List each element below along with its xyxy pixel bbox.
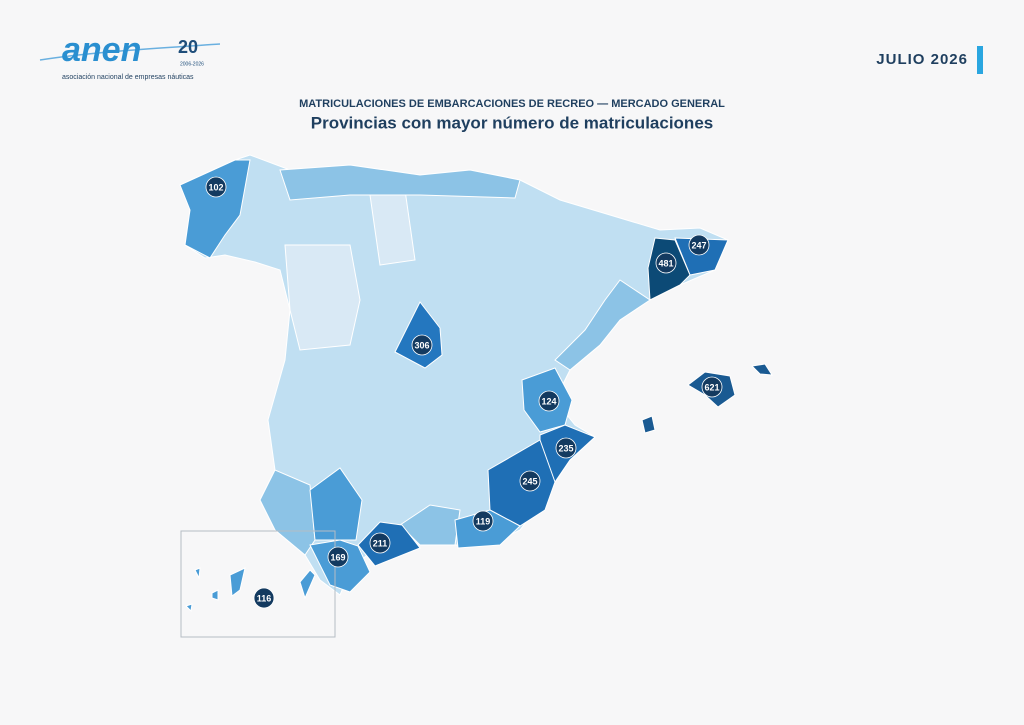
- date: JULIO 2026: [876, 51, 968, 68]
- marker-label: 481: [658, 258, 673, 268]
- marker: [472, 510, 494, 532]
- marker: [253, 587, 275, 609]
- marker: [411, 334, 433, 356]
- marker-label: 119: [476, 516, 491, 526]
- marker: [519, 470, 541, 492]
- region-ibiza: [641, 415, 656, 434]
- date-accent: [977, 46, 983, 74]
- region-canarias: [185, 603, 193, 613]
- marker: [701, 376, 723, 398]
- marker-label: 124: [541, 396, 556, 406]
- marker-label: 116: [257, 593, 272, 603]
- marker-label: 169: [330, 552, 345, 562]
- canarias-inset: [180, 530, 336, 638]
- logo-text: anen: [62, 31, 141, 69]
- region-galicia: [179, 159, 251, 259]
- map: [179, 154, 773, 638]
- region-canarias: [194, 567, 201, 580]
- region-coast: [279, 164, 521, 201]
- marker: [205, 176, 227, 198]
- marker: [538, 390, 560, 412]
- logo-swoosh: [39, 43, 221, 61]
- logo-anniversary: 20: [178, 37, 198, 57]
- marker: [555, 437, 577, 459]
- region-canarias: [229, 567, 246, 597]
- region-coast: [554, 279, 651, 371]
- region-canarias: [211, 589, 219, 601]
- marker: [369, 532, 391, 554]
- map-subtitle: MATRICULACIONES DE EMBARCACIONES DE RECR…: [299, 98, 725, 110]
- marker-label: 245: [522, 476, 537, 486]
- logo-years: 2006-2026: [180, 61, 204, 67]
- marker: [327, 546, 349, 568]
- region-menorca: [750, 363, 773, 376]
- marker-label: 306: [414, 340, 429, 350]
- region-canarias: [299, 569, 316, 600]
- marker-label: 621: [704, 382, 719, 392]
- marker-label: 235: [558, 443, 573, 453]
- region-light: [284, 244, 361, 351]
- marker: [655, 252, 677, 274]
- logo-tagline: asociación nacional de empresas náuticas: [62, 74, 194, 81]
- marker-label: 102: [208, 182, 223, 192]
- map-title: Provincias con mayor número de matricula…: [311, 113, 713, 132]
- region-sevilla: [309, 467, 363, 541]
- markers: 102 247 481 306 621 124 235 245 119 211 169 116: [205, 176, 723, 609]
- marker-label: 211: [373, 538, 388, 548]
- logo: anen 20 2006-2026 asociación nacional de…: [39, 31, 221, 81]
- region-madrid: [394, 301, 443, 369]
- marker-label: 247: [691, 240, 706, 250]
- marker: [688, 234, 710, 256]
